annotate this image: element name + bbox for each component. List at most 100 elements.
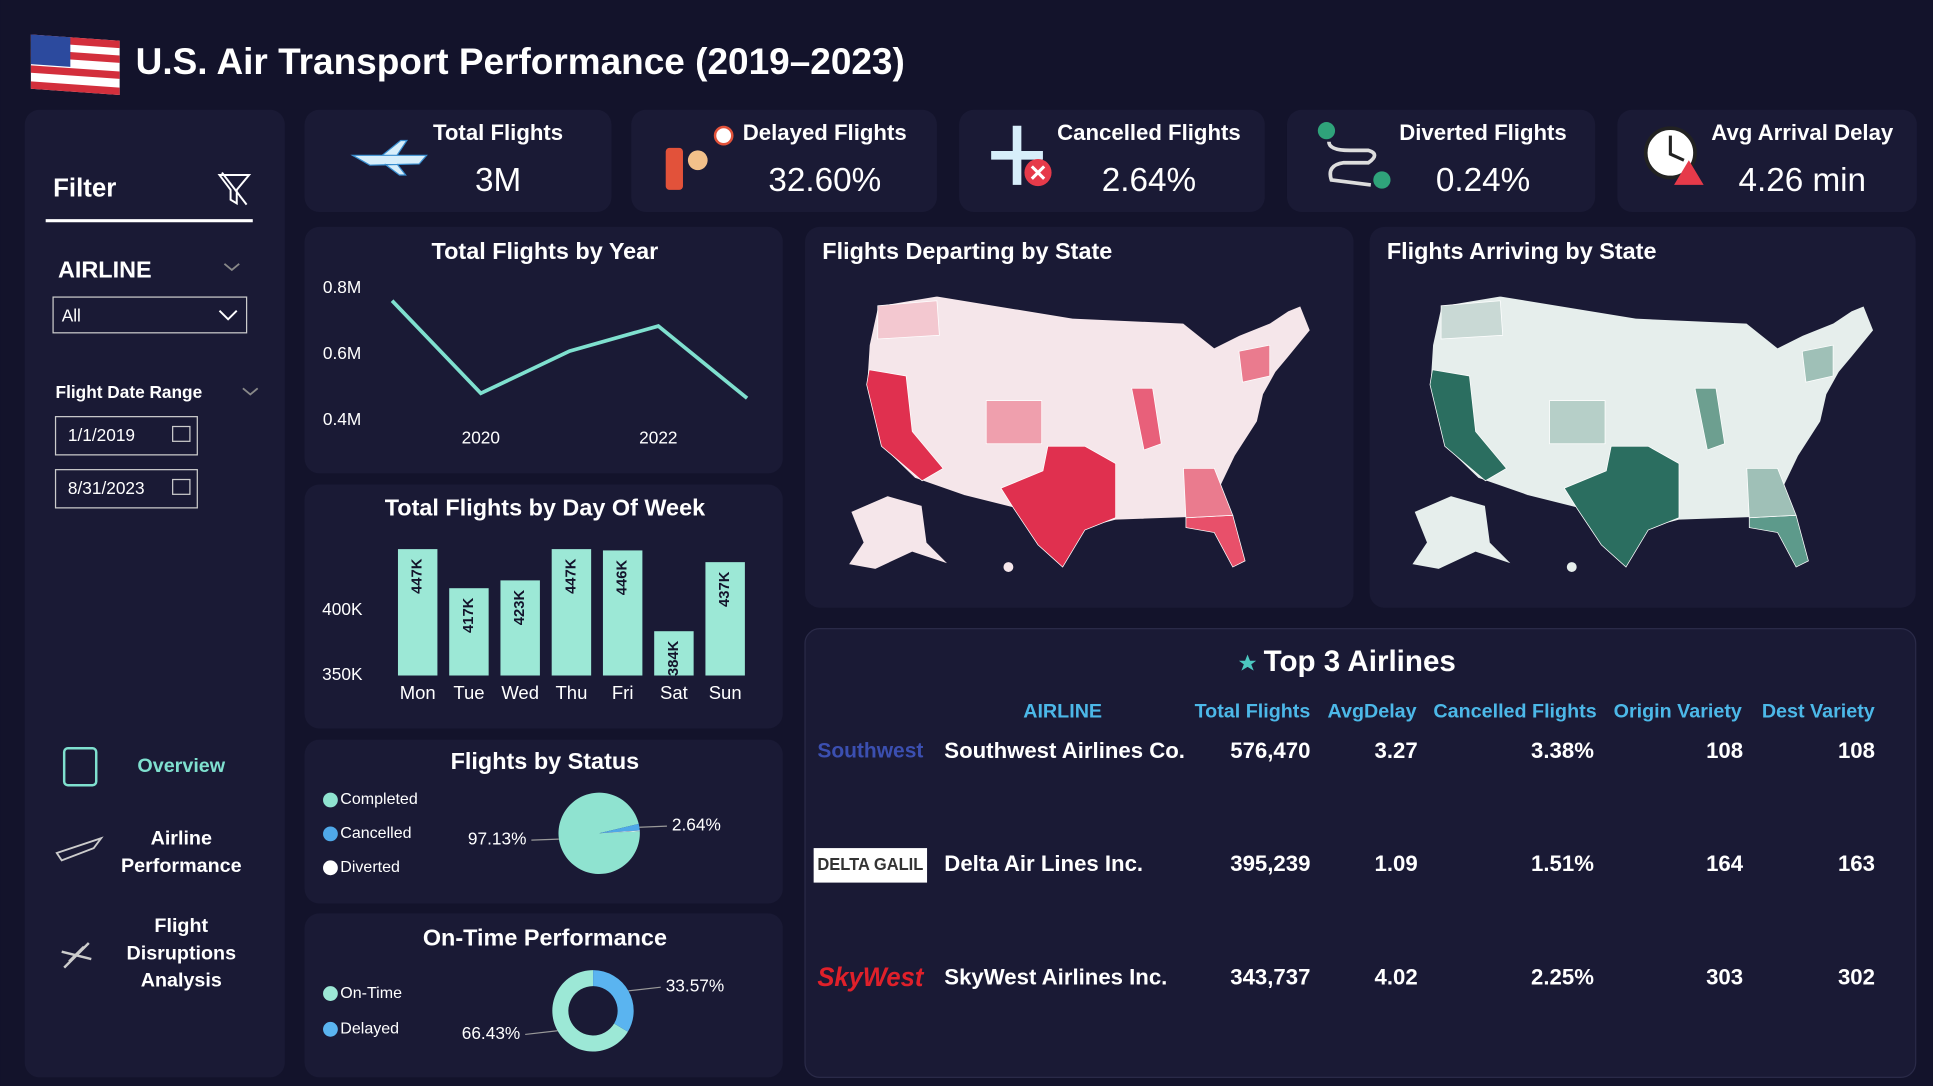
x-tick-label: Mon: [400, 682, 436, 703]
nav-disruptions[interactable]: Disruptions: [126, 942, 236, 964]
legend-label: Delayed: [340, 1020, 399, 1038]
state-georgia: [1183, 468, 1234, 519]
icon-plane-vertical: [991, 125, 1043, 185]
state-washington: [877, 300, 940, 340]
airline-logo: Southwest: [817, 739, 923, 762]
icon-clock: [713, 125, 734, 146]
alaska: [1410, 494, 1514, 571]
bar-value-label: 447K: [563, 558, 579, 594]
overview-icon: [62, 747, 98, 787]
bar: [449, 588, 489, 676]
icon-plane: [350, 139, 428, 176]
icon-pin: [1317, 122, 1336, 140]
x-tick-label: Tue: [453, 682, 484, 703]
state-colorado: [1549, 400, 1606, 445]
y-tick-label: 0.6M: [323, 343, 361, 363]
airline-label: AIRLINE: [58, 256, 152, 282]
alaska: [847, 494, 950, 571]
collapse-icon[interactable]: [242, 387, 259, 396]
table-cell: 343,737: [1230, 965, 1310, 990]
kpi-label: Cancelled Flights: [1057, 120, 1241, 145]
legend-label: Diverted: [340, 858, 400, 876]
table-cell: 108: [1706, 738, 1743, 763]
nav-disruptions[interactable]: Analysis: [141, 969, 222, 991]
nav-disruptions[interactable]: Flight: [154, 915, 208, 937]
kpi-card: [304, 109, 612, 213]
flag-icon: [30, 34, 120, 95]
date-start: 1/1/2019: [68, 425, 135, 445]
panel: [304, 226, 783, 474]
bar: [551, 549, 592, 676]
y-tick-label: 0.4M: [323, 409, 361, 429]
collapse-icon[interactable]: [223, 263, 240, 272]
state-texas: [1563, 445, 1680, 568]
column-header: AvgDelay: [1327, 701, 1416, 723]
table: AIRLINE Total Flights AvgDelay Cancelled Fl…: [813, 701, 1875, 992]
icon-person: [687, 150, 708, 171]
airline-dropdown[interactable]: [52, 296, 248, 334]
icon-pin: [1373, 171, 1391, 189]
nav-airline[interactable]: Airline: [151, 828, 212, 850]
kpi-icons: [350, 122, 1704, 190]
value-label: 97.13%: [468, 829, 527, 849]
table-cell: 395,239: [1230, 851, 1310, 876]
table-cell: 1.51%: [1531, 851, 1594, 876]
bar-value-label: 417K: [461, 597, 477, 633]
kpi-label: Avg Arrival Delay: [1711, 120, 1894, 145]
state-northeast: [1801, 344, 1834, 383]
table-cell: 163: [1838, 851, 1875, 876]
column-header: Dest Variety: [1762, 701, 1875, 723]
slice: [599, 830, 640, 834]
table-cell: 576,470: [1230, 738, 1310, 763]
leader-line: [628, 986, 661, 992]
logo-background: [813, 848, 928, 883]
kpi-row: Total Flights 3M Delayed Flights 32.60% Canc…: [304, 109, 1917, 213]
airline-logo: DELTA GALIL: [817, 854, 923, 874]
bar: [654, 631, 694, 676]
date-end: 8/31/2023: [68, 478, 145, 498]
bar-value-label: 447K: [410, 558, 426, 594]
column-header: Total Flights: [1195, 701, 1311, 723]
x-tick-label: 2020: [462, 427, 500, 447]
date-end-input[interactable]: [54, 469, 198, 509]
legend-swatch: [323, 860, 338, 876]
bar: [602, 550, 643, 676]
kpi-label: Diverted Flights: [1399, 120, 1567, 145]
panel: [804, 628, 1917, 1078]
charts: Total Flights by Year 0.4M 0.6M 0.8M 2020 202…: [322, 238, 749, 1052]
kpi-card: [631, 109, 937, 213]
date-start-input[interactable]: [54, 416, 198, 456]
value-label: 66.43%: [462, 1023, 521, 1043]
x-tick-label: Sun: [709, 682, 742, 703]
legend-label: Cancelled: [340, 824, 411, 842]
calendar-icon[interactable]: [172, 425, 191, 442]
filter-icon[interactable]: [217, 171, 252, 206]
nav-airline[interactable]: Performance: [121, 855, 242, 877]
flag-stripe: [30, 65, 120, 79]
table-cell: 302: [1838, 965, 1875, 990]
kpi-label: Total Flights: [433, 120, 563, 145]
table-cell: 303: [1706, 965, 1743, 990]
slice: [552, 970, 628, 1052]
icon-luggage: [665, 147, 683, 190]
value-label: 33.57%: [666, 976, 725, 996]
page-title: U.S. Air Transport Performance (2019–202…: [136, 41, 905, 82]
x-tick-label: Sat: [660, 682, 688, 703]
y-tick-label: 400K: [322, 599, 363, 619]
state-washington: [1440, 300, 1504, 340]
kpi-value: 32.60%: [768, 162, 881, 199]
nav-overview[interactable]: Overview: [137, 755, 225, 777]
icon-cancel-x: [1030, 165, 1046, 180]
maps: [847, 295, 1875, 572]
chart-title: On-Time Performance: [423, 924, 667, 950]
date-label: Flight Date Range: [56, 382, 203, 402]
state-california: [1429, 369, 1507, 482]
legend-swatch: [323, 792, 338, 808]
column-header: Origin Variety: [1614, 701, 1742, 723]
hawaii: [1566, 562, 1577, 572]
state-texas: [1000, 445, 1117, 568]
calendar-icon[interactable]: [172, 478, 191, 495]
bar: [500, 580, 540, 676]
hawaii: [1003, 562, 1014, 572]
